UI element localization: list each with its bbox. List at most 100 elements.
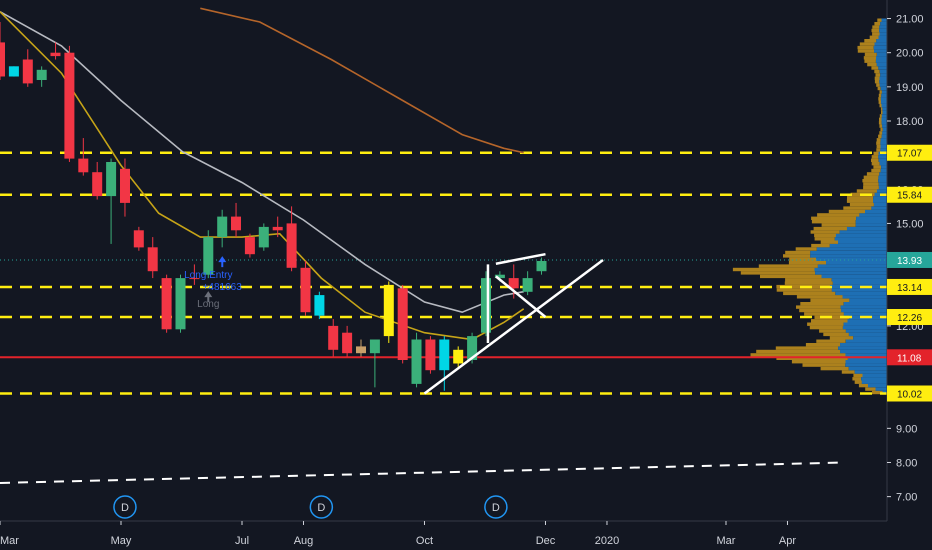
volume-profile-bar-down (785, 250, 811, 255)
volume-profile-bar-down (879, 117, 882, 121)
volume-profile-bar-up (840, 343, 887, 347)
price-tick-label: 15.00 (896, 218, 924, 230)
volume-profile-bar-up (842, 295, 887, 299)
volume-profile-bar-up (873, 196, 887, 200)
volume-profile-bar-down (802, 363, 846, 367)
volume-profile-bar-down (857, 49, 874, 53)
candle-body (36, 69, 47, 80)
volume-profile-bar-up (845, 363, 887, 367)
candlesticks (0, 21, 547, 391)
volume-profile-bar-down (878, 134, 882, 138)
volume-profile-bar-up (882, 124, 887, 128)
volume-profile-bar-down (816, 339, 846, 343)
trendline-dashed (0, 461, 846, 484)
volume-profile-bar-down (878, 97, 881, 101)
volume-profile-bar-up (881, 18, 887, 22)
volume-profile-bar-up (815, 271, 887, 275)
current-price-tag-label: 13.93 (897, 256, 922, 267)
volume-profile-bar-up (835, 233, 887, 238)
volume-profile-bar-down (789, 257, 816, 261)
volume-profile-bar-up (853, 336, 887, 340)
volume-profile-bar-down (732, 267, 815, 272)
volume-profile-bar-down (871, 158, 879, 162)
volume-profile-bar-up (838, 346, 887, 350)
volume-profile-bar-down (814, 237, 835, 241)
candle-body (522, 278, 533, 292)
volume-profile-bar-up (879, 32, 887, 36)
candle-body (286, 223, 297, 268)
volume-profile-bar-down (876, 148, 881, 152)
volume-profile-bar-down (841, 370, 855, 374)
volume-profile-bar-down (871, 168, 881, 173)
trendline (495, 275, 547, 318)
level-price-tag (887, 309, 932, 326)
volume-profile-bar-down (879, 90, 882, 94)
level-price-tag-label: 10.02 (897, 390, 922, 401)
trade-annotation-label: +481663 (203, 282, 243, 293)
volume-profile-bar-down (807, 322, 844, 326)
volume-profile-bar-up (859, 213, 887, 217)
volume-profile-bar-up (879, 69, 887, 74)
trade-annotation-label: Long Entry (184, 270, 232, 281)
volume-profile-bar-up (878, 185, 887, 190)
volume-profile-bar-up (881, 93, 887, 98)
volume-profile-bar-up (875, 387, 887, 391)
volume-profile-bar-down (858, 383, 869, 388)
volume-profile-bar-up (865, 209, 887, 214)
time-tick-label: Dec (536, 535, 556, 547)
volume-profile-bar-down (809, 325, 843, 330)
candle-body (369, 339, 380, 354)
volume-profile-bar-up (879, 83, 887, 87)
volume-profile-bar-up (879, 25, 887, 29)
volume-profile-bar-up (843, 302, 887, 306)
volume-profile-bar-down (796, 295, 843, 299)
volume-profile-bar-down (876, 138, 881, 142)
volume-profile-bar-up (880, 73, 887, 77)
volume-profile-bar-down (876, 83, 880, 87)
volume-profile-bar-up (880, 97, 887, 101)
price-tick-label: 7.00 (896, 492, 917, 504)
volume-profile-bar-up (878, 182, 887, 186)
volume-profile-bar-down (813, 226, 847, 231)
volume-profile-bar-down (863, 56, 877, 60)
volume-profile-bar-down (776, 288, 832, 292)
level-price-tag-label: 17.07 (897, 149, 922, 160)
volume-profile-bar-up (881, 165, 887, 169)
volume-profile-bar-down (783, 291, 836, 296)
volume-profile-bar-down (843, 206, 872, 210)
candle-body (106, 162, 117, 197)
price-axis[interactable]: 21.0020.0019.0018.0016.0015.0014.0012.00… (886, 0, 932, 550)
level-price-tag-label: 12.26 (897, 313, 922, 324)
volume-profile-bar-up (873, 199, 887, 203)
volume-profile-bar-up (856, 216, 887, 220)
candle-body (411, 339, 422, 384)
trade-annotation-label: Long (197, 299, 219, 310)
volume-profile-bar-up (876, 189, 887, 193)
volume-profile-bar-up (831, 278, 887, 282)
candle-body (397, 288, 408, 360)
volume-profile-bar-up (878, 175, 887, 179)
time-axis[interactable]: Mar May Jul Aug Oct Dec 2020 Mar Apr (0, 520, 887, 547)
volume-profile (732, 18, 887, 395)
volume-profile-bar-down (874, 22, 881, 26)
candle-body (356, 346, 366, 354)
candle-body (481, 278, 491, 333)
volume-profile-bar-down (872, 32, 880, 36)
volume-profile-bar-up (861, 377, 887, 381)
price-tick-label: 19.00 (896, 82, 924, 94)
volume-profile-bar-up (874, 49, 887, 53)
volume-profile-bar-up (881, 121, 887, 125)
volume-profile-bar-down (828, 209, 865, 214)
volume-profile-bar-down (819, 329, 846, 333)
volume-profile-bar-up (845, 329, 887, 333)
volume-profile-bar-down (864, 52, 877, 57)
price-tick-label: 20.00 (896, 48, 924, 60)
volume-profile-bar-up (878, 66, 887, 70)
volume-profile-bar-down (849, 202, 874, 207)
volume-profile-bar-up (881, 100, 887, 104)
volume-profile-bar-up (880, 86, 887, 91)
moving-average-line-orange (200, 7, 524, 154)
volume-profile-bar-down (879, 103, 882, 108)
